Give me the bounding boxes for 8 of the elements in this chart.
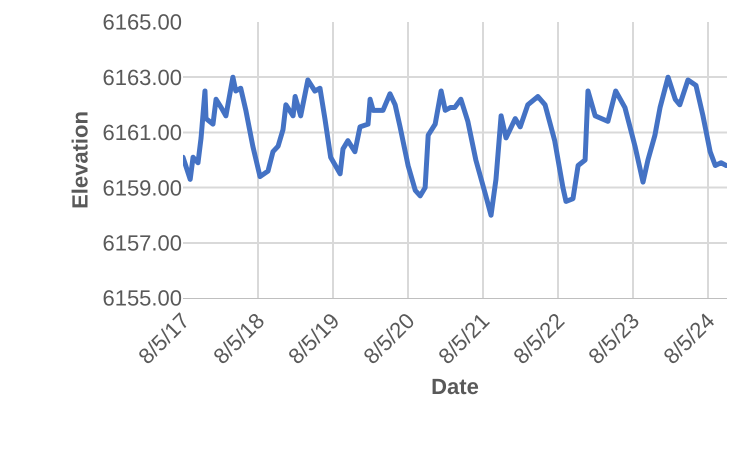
y-tick-label: 6157.00 xyxy=(102,230,182,256)
x-axis-title: Date xyxy=(431,374,479,399)
y-tick-label: 6165.00 xyxy=(102,10,182,35)
y-axis-title: Elevation xyxy=(67,111,92,209)
y-tick-label: 6159.00 xyxy=(102,175,182,200)
y-tick-label: 6163.00 xyxy=(102,64,182,90)
y-tick-label: 6155.00 xyxy=(102,286,182,311)
y-tick-label: 6161.00 xyxy=(102,120,182,146)
